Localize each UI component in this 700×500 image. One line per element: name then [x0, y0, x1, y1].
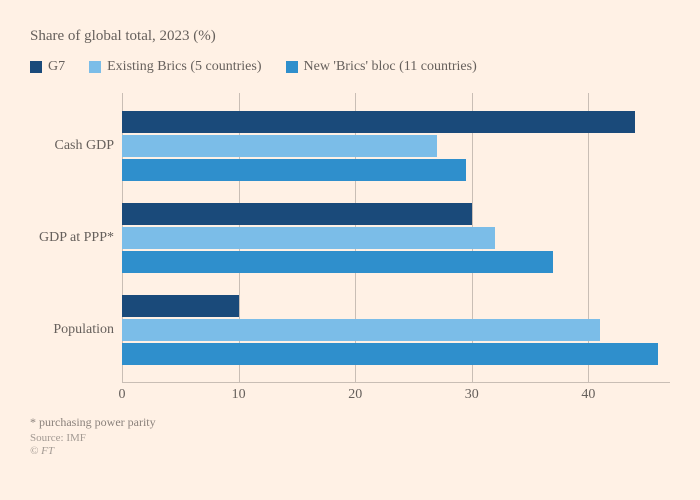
bar	[122, 135, 437, 157]
x-tick-label: 40	[581, 387, 595, 403]
legend-item: New 'Brics' bloc (11 countries)	[286, 59, 477, 75]
legend-swatch	[30, 61, 42, 73]
category-label: GDP at PPP*	[39, 230, 114, 246]
x-tick-label: 20	[348, 387, 362, 403]
legend-swatch	[89, 61, 101, 73]
y-axis-labels: Cash GDP GDP at PPP* Population	[30, 93, 122, 383]
bar	[122, 159, 466, 181]
legend-label: New 'Brics' bloc (11 countries)	[304, 59, 477, 75]
credit-line: © FT	[30, 445, 670, 457]
bar	[122, 343, 658, 365]
legend-item: Existing Brics (5 countries)	[89, 59, 261, 75]
chart-subtitle: Share of global total, 2023 (%)	[30, 28, 670, 45]
x-tick-label: 10	[232, 387, 246, 403]
plot-area	[122, 93, 670, 383]
legend: G7 Existing Brics (5 countries) New 'Brics…	[30, 59, 670, 75]
footnote: * purchasing power parity	[30, 415, 670, 430]
legend-swatch	[286, 61, 298, 73]
chart-area: Cash GDP GDP at PPP* Population	[30, 93, 670, 383]
category-label: Population	[53, 322, 114, 338]
category-label: Cash GDP	[54, 138, 114, 154]
source-line: Source: IMF	[30, 432, 670, 444]
bar	[122, 295, 239, 317]
bar	[122, 111, 635, 133]
legend-item: G7	[30, 59, 65, 75]
bar	[122, 319, 600, 341]
x-axis: 0 10 20 30 40	[122, 383, 670, 405]
x-tick-label: 30	[465, 387, 479, 403]
bar	[122, 251, 553, 273]
bar	[122, 203, 472, 225]
legend-label: G7	[48, 59, 65, 75]
legend-label: Existing Brics (5 countries)	[107, 59, 261, 75]
bar	[122, 227, 495, 249]
x-tick-label: 0	[119, 387, 126, 403]
